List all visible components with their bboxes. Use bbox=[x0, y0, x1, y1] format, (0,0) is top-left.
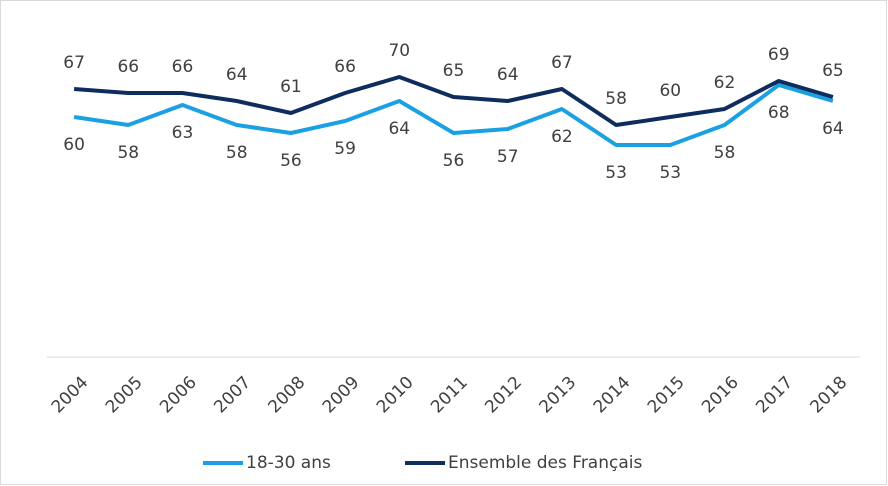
data-label: 59 bbox=[334, 139, 356, 159]
data-label: 58 bbox=[605, 89, 627, 109]
data-label: 63 bbox=[172, 123, 194, 143]
legend-label: Ensemble des Français bbox=[448, 453, 642, 473]
data-label: 61 bbox=[280, 77, 302, 97]
data-label: 60 bbox=[63, 135, 85, 155]
data-label: 67 bbox=[63, 53, 85, 73]
data-label: 65 bbox=[822, 61, 844, 81]
data-label: 56 bbox=[443, 151, 465, 171]
data-label: 64 bbox=[388, 119, 410, 139]
data-label: 58 bbox=[714, 143, 736, 163]
data-label: 66 bbox=[334, 57, 356, 77]
data-label: 53 bbox=[659, 163, 681, 183]
line-series bbox=[73, 83, 834, 147]
data-label: 58 bbox=[117, 143, 139, 163]
data-label: 64 bbox=[822, 119, 844, 139]
data-label: 56 bbox=[280, 151, 302, 171]
data-label: 53 bbox=[605, 163, 627, 183]
data-label: 64 bbox=[497, 65, 519, 85]
line-series bbox=[73, 75, 834, 127]
data-label: 60 bbox=[659, 81, 681, 101]
data-label: 65 bbox=[443, 61, 465, 81]
data-label: 62 bbox=[551, 127, 573, 147]
data-label: 70 bbox=[388, 41, 410, 61]
data-label: 69 bbox=[768, 45, 790, 65]
data-label: 58 bbox=[226, 143, 248, 163]
data-label: 67 bbox=[551, 53, 573, 73]
legend-label: 18-30 ans bbox=[246, 453, 331, 473]
data-label: 64 bbox=[226, 65, 248, 85]
data-label: 57 bbox=[497, 147, 519, 167]
data-label: 62 bbox=[714, 73, 736, 93]
data-label: 68 bbox=[768, 103, 790, 123]
data-label: 66 bbox=[117, 57, 139, 77]
data-label: 66 bbox=[172, 57, 194, 77]
